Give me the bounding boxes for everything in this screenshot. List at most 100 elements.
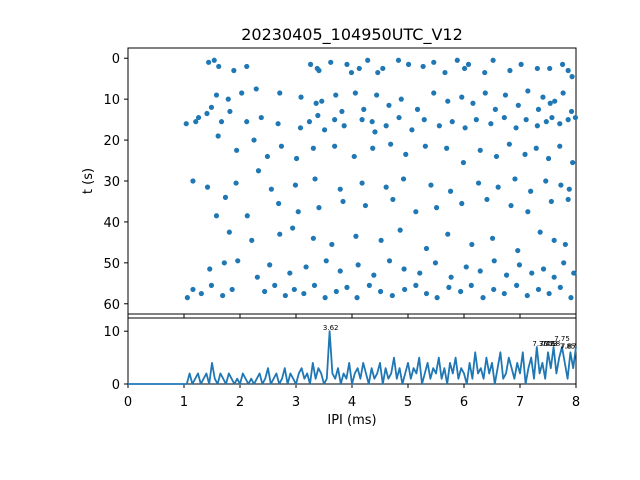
raster-point	[434, 295, 440, 301]
raster-point	[216, 63, 222, 70]
raster-point	[198, 290, 204, 297]
raster-point	[310, 235, 316, 241]
raster-point	[316, 67, 322, 74]
raster-point	[552, 98, 558, 104]
ipi-x-tick-label: 1	[180, 395, 188, 410]
peak-annotation: 7.75	[554, 335, 570, 343]
raster-point	[454, 57, 460, 63]
raster-point	[495, 184, 501, 190]
raster-point	[337, 268, 343, 274]
raster-point	[414, 106, 421, 112]
raster-point	[468, 282, 474, 288]
peak-annotation: 3.62	[323, 324, 339, 332]
raster-point	[227, 108, 233, 115]
raster-point	[475, 180, 482, 186]
raster-point	[490, 57, 496, 63]
raster-point	[321, 127, 328, 133]
raster-point	[267, 262, 273, 268]
raster-point	[560, 90, 566, 96]
raster-point	[480, 295, 486, 301]
raster-point	[218, 119, 225, 125]
raster-point	[390, 196, 396, 203]
raster-point	[353, 233, 359, 239]
ipi-series-line	[128, 330, 577, 385]
raster-point	[417, 270, 423, 276]
raster-point	[213, 92, 220, 98]
raster-y-axis: 0 10 20 30 40 50 60	[103, 52, 128, 313]
raster-point	[303, 264, 309, 270]
raster-point	[508, 202, 514, 209]
raster-point	[566, 186, 572, 192]
raster-point	[523, 117, 529, 123]
raster-point	[503, 272, 510, 278]
raster-point	[405, 61, 412, 67]
raster-point	[322, 295, 328, 301]
raster-point	[255, 168, 262, 174]
raster-y-tick-label: 50	[103, 257, 120, 272]
raster-point	[482, 69, 488, 76]
raster-point	[333, 288, 339, 295]
ipi-y-tick-label: 10	[103, 325, 120, 340]
raster-point	[413, 282, 419, 288]
raster-point	[282, 292, 288, 299]
raster-point	[568, 295, 574, 301]
peak-annotation: 7.58	[545, 340, 561, 348]
raster-point	[400, 176, 407, 182]
raster-point	[572, 114, 579, 121]
ipi-x-tick-label: 5	[404, 395, 412, 410]
raster-point	[565, 117, 571, 123]
raster-point	[258, 114, 264, 121]
raster-point	[548, 198, 554, 205]
raster-point	[549, 114, 555, 121]
raster-point	[275, 121, 281, 127]
raster-point	[423, 290, 430, 297]
raster-point	[344, 61, 350, 67]
ipi-y-axis: 0 10	[103, 325, 128, 393]
raster-point	[383, 123, 389, 129]
raster-point	[292, 182, 299, 188]
raster-point	[233, 180, 239, 186]
raster-point	[374, 92, 380, 98]
raster-point	[315, 112, 321, 119]
raster-point	[313, 100, 319, 106]
raster-point	[506, 141, 512, 147]
raster-point	[207, 266, 213, 272]
ipi-x-tick-label: 0	[124, 395, 132, 410]
ipi-x-tick-label: 2	[236, 395, 244, 410]
raster-point	[491, 258, 497, 264]
raster-point	[465, 61, 472, 67]
raster-point	[244, 119, 250, 125]
raster-point	[525, 209, 531, 215]
raster-point	[448, 274, 454, 280]
raster-point	[287, 270, 293, 276]
raster-point	[348, 69, 355, 76]
raster-point	[423, 245, 430, 252]
raster-point	[568, 108, 575, 115]
raster-point	[543, 119, 549, 125]
raster-point	[533, 145, 539, 151]
raster-point	[461, 65, 468, 72]
raster-point	[462, 125, 468, 131]
raster-point	[351, 153, 357, 160]
peak-annotation: 7.87	[561, 343, 577, 351]
raster-point	[278, 143, 285, 149]
raster-point	[396, 114, 402, 121]
raster-point	[492, 106, 498, 112]
raster-point	[463, 264, 469, 270]
raster-point	[234, 147, 240, 153]
raster-point	[535, 106, 542, 112]
ipi-x-tick-label: 7	[516, 395, 524, 410]
raster-point	[559, 61, 566, 67]
raster-point	[371, 272, 377, 278]
raster-point	[332, 117, 338, 123]
raster-point	[206, 59, 212, 65]
raster-point	[473, 117, 479, 123]
raster-point	[535, 286, 542, 293]
raster-point	[518, 61, 524, 67]
raster-x-axis	[127, 314, 577, 318]
raster-point	[268, 186, 274, 192]
raster-point	[524, 292, 530, 299]
raster-point	[298, 94, 304, 100]
raster-point	[388, 141, 394, 147]
raster-point	[204, 184, 211, 190]
